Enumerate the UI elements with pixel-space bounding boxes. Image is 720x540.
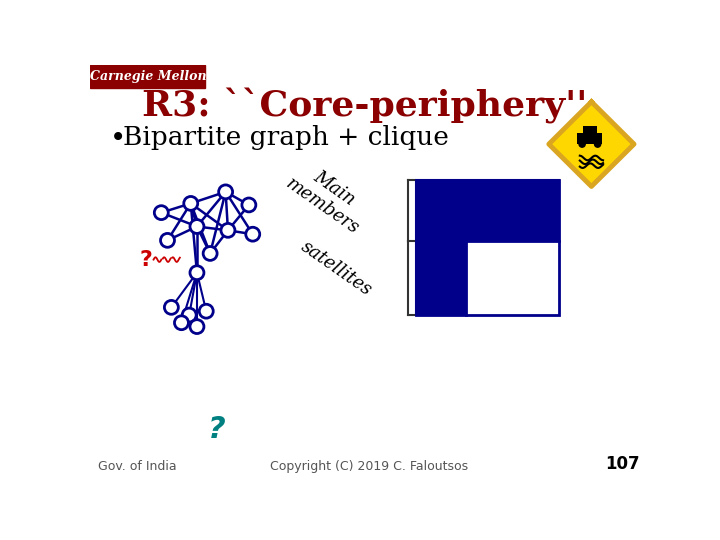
Text: 107: 107 bbox=[606, 455, 640, 473]
Circle shape bbox=[579, 141, 585, 147]
Text: Main
members: Main members bbox=[283, 157, 374, 238]
Circle shape bbox=[190, 320, 204, 334]
Circle shape bbox=[242, 198, 256, 212]
Circle shape bbox=[221, 224, 235, 237]
Bar bbox=[577, 133, 602, 144]
Text: Gov. of India: Gov. of India bbox=[98, 460, 176, 473]
Circle shape bbox=[246, 227, 260, 241]
Bar bbox=[415, 180, 559, 315]
Circle shape bbox=[199, 304, 213, 318]
Bar bbox=[583, 126, 597, 133]
Circle shape bbox=[182, 308, 196, 322]
Bar bbox=[90, 65, 204, 88]
Text: •: • bbox=[109, 124, 125, 152]
Circle shape bbox=[219, 185, 233, 199]
Text: R3: ``Core-periphery'': R3: ``Core-periphery'' bbox=[143, 87, 588, 124]
Circle shape bbox=[164, 300, 179, 314]
Bar bbox=[415, 180, 559, 315]
Circle shape bbox=[184, 197, 198, 211]
Circle shape bbox=[203, 247, 217, 260]
Circle shape bbox=[174, 316, 189, 330]
Circle shape bbox=[190, 266, 204, 280]
Bar bbox=[466, 241, 559, 315]
Circle shape bbox=[595, 141, 600, 147]
Text: ?: ? bbox=[140, 249, 152, 269]
Circle shape bbox=[190, 220, 204, 233]
Text: ?: ? bbox=[207, 415, 225, 444]
Text: Bipartite graph + clique: Bipartite graph + clique bbox=[122, 125, 449, 151]
Text: Carnegie Mellon: Carnegie Mellon bbox=[90, 70, 207, 83]
Polygon shape bbox=[549, 102, 634, 186]
Text: satellites: satellites bbox=[297, 238, 375, 300]
Circle shape bbox=[154, 206, 168, 220]
Text: Copyright (C) 2019 C. Faloutsos: Copyright (C) 2019 C. Faloutsos bbox=[270, 460, 468, 473]
Circle shape bbox=[161, 233, 174, 247]
